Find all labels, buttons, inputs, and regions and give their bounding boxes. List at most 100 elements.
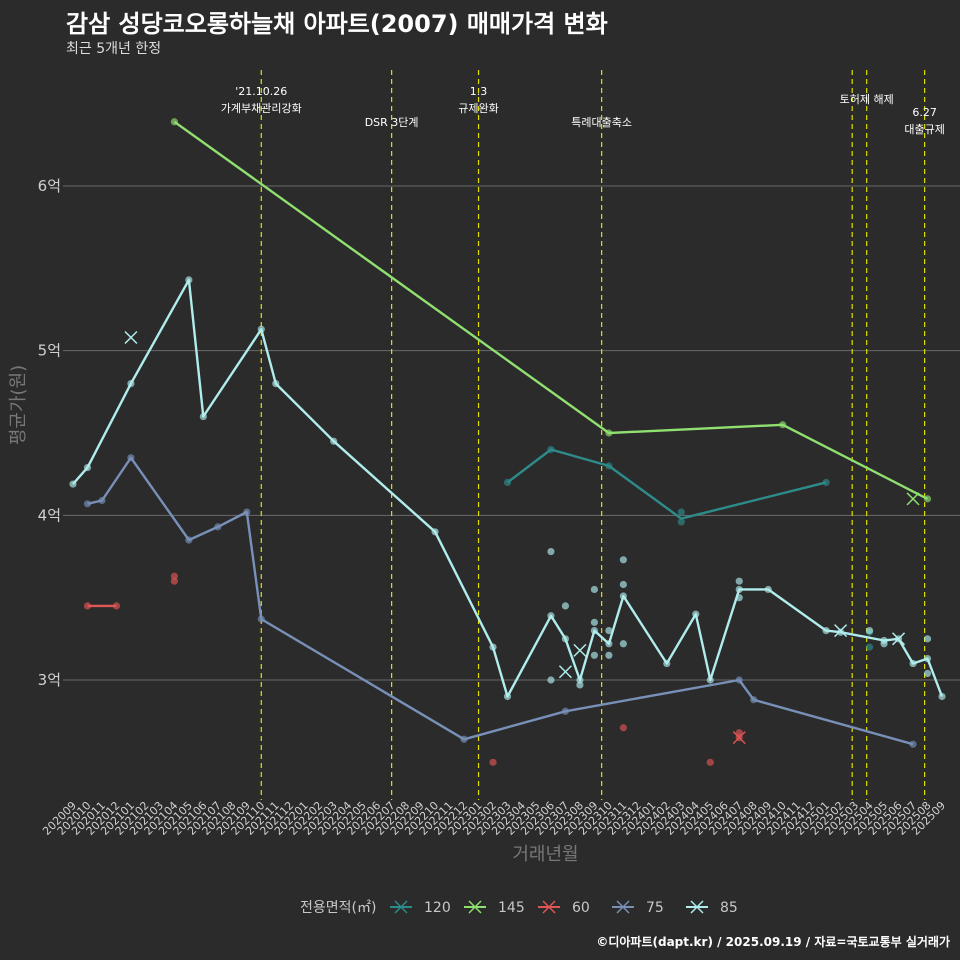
event-label: 1.3 bbox=[470, 85, 488, 98]
cross-stroke bbox=[834, 624, 848, 638]
data-point-85 bbox=[127, 380, 135, 388]
legend-item-120: 120 bbox=[390, 900, 451, 916]
legend-label: 60 bbox=[572, 900, 590, 916]
event-label: 특례대출축소 bbox=[571, 116, 632, 129]
legend-label: 145 bbox=[498, 900, 525, 916]
data-point-85 bbox=[663, 659, 671, 668]
data-point-85 bbox=[837, 628, 845, 636]
series-145 bbox=[170, 118, 932, 506]
data-point-60 bbox=[706, 758, 714, 766]
legend-label: 120 bbox=[424, 900, 451, 916]
cross-stroke bbox=[906, 492, 920, 506]
data-point-85 bbox=[605, 627, 613, 635]
data-point-75 bbox=[257, 615, 265, 623]
data-point-85 bbox=[909, 659, 917, 668]
data-point-85 bbox=[561, 635, 570, 643]
legend-title: 전용면적(㎡) bbox=[300, 900, 376, 916]
data-point-85 bbox=[706, 676, 714, 684]
data-point-85 bbox=[257, 325, 265, 333]
data-point-85 bbox=[619, 640, 627, 648]
data-point-85 bbox=[619, 580, 627, 589]
data-point-85 bbox=[619, 556, 627, 564]
chart-title: 감삼 성당코오롱하늘채 아파트(2007) 매매가격 변화 bbox=[66, 10, 608, 38]
data-point-85 bbox=[590, 651, 599, 659]
data-point-85 bbox=[865, 627, 874, 635]
legend-item-145: 145 bbox=[464, 900, 525, 916]
cross-stroke bbox=[573, 643, 587, 657]
y-tick-label: 4억 bbox=[38, 506, 61, 524]
legend-label: 75 bbox=[646, 900, 664, 916]
data-point-85 bbox=[764, 585, 772, 594]
event-label: 가계부채관리강화 bbox=[221, 102, 302, 115]
y-tick-label: 6억 bbox=[38, 177, 61, 195]
data-point-85 bbox=[576, 681, 584, 689]
data-point-75 bbox=[185, 536, 193, 544]
data-point-85 bbox=[880, 640, 888, 648]
data-point-120 bbox=[677, 518, 685, 526]
data-point-85 bbox=[330, 437, 338, 445]
series-60 bbox=[83, 572, 746, 766]
legend-item-75: 75 bbox=[612, 900, 664, 916]
data-point-85 bbox=[547, 612, 555, 620]
data-point-85 bbox=[938, 692, 946, 701]
data-point-75 bbox=[750, 696, 758, 704]
chart-subtitle: 최근 5개년 한정 bbox=[66, 41, 162, 57]
data-point-85 bbox=[431, 528, 439, 536]
cross-stroke bbox=[124, 330, 138, 345]
data-point-120 bbox=[865, 643, 874, 651]
cross-marker-85 bbox=[834, 624, 848, 638]
legend-item-60: 60 bbox=[538, 900, 590, 916]
legend-key-cross bbox=[542, 900, 556, 914]
data-point-145 bbox=[779, 421, 787, 429]
legend-item-85: 85 bbox=[686, 900, 738, 916]
series-line-75 bbox=[87, 456, 914, 746]
series-120 bbox=[503, 445, 874, 651]
data-point-85 bbox=[199, 412, 207, 421]
cross-marker-85 bbox=[573, 643, 587, 657]
event-label: '21.10.26 bbox=[235, 85, 287, 98]
y-axis-title: 평균가(원) bbox=[8, 365, 29, 445]
series-85 bbox=[69, 276, 946, 701]
x-axis-title: 거래년월 bbox=[512, 844, 578, 865]
data-point-85 bbox=[735, 594, 743, 602]
data-point-145 bbox=[170, 118, 178, 126]
data-point-75 bbox=[98, 496, 106, 505]
data-point-145 bbox=[605, 429, 613, 437]
data-point-85 bbox=[590, 585, 599, 594]
data-point-85 bbox=[605, 640, 613, 648]
data-point-60 bbox=[489, 758, 497, 766]
cross-stroke bbox=[892, 632, 906, 646]
data-point-60 bbox=[112, 602, 121, 610]
data-point-75 bbox=[735, 676, 743, 684]
data-point-75 bbox=[83, 500, 92, 508]
data-point-120 bbox=[503, 478, 512, 486]
y-tick-label: 3억 bbox=[38, 671, 61, 689]
axis-layer: 3억4억5억6억평균가(원)20200920201020201120201220… bbox=[8, 177, 948, 865]
event-label: 규제완화 bbox=[458, 102, 498, 115]
data-point-85 bbox=[547, 676, 555, 684]
data-point-85 bbox=[619, 592, 627, 600]
series-75 bbox=[83, 454, 917, 748]
event-label: 대출규제 bbox=[904, 123, 944, 136]
data-point-85 bbox=[735, 585, 743, 594]
legend-key-cross bbox=[468, 900, 482, 914]
event-label: DSR 3단계 bbox=[365, 116, 419, 129]
data-point-60 bbox=[735, 729, 743, 737]
cross-marker-85 bbox=[124, 330, 138, 345]
data-point-75 bbox=[243, 508, 251, 516]
grid-layer bbox=[63, 185, 960, 681]
cross-marker-85 bbox=[892, 632, 906, 646]
data-point-85 bbox=[692, 610, 700, 618]
series-layer bbox=[69, 118, 946, 766]
data-point-85 bbox=[590, 627, 599, 635]
legend-key-cross bbox=[690, 900, 704, 914]
data-point-75 bbox=[460, 735, 468, 743]
data-point-85 bbox=[69, 480, 77, 488]
cross-marker-85 bbox=[558, 665, 572, 679]
data-point-85 bbox=[822, 627, 830, 635]
data-point-120 bbox=[547, 445, 555, 454]
cross-stroke bbox=[732, 731, 746, 745]
data-point-85 bbox=[272, 380, 280, 388]
data-point-85 bbox=[735, 577, 743, 585]
series-line-85 bbox=[72, 278, 944, 698]
